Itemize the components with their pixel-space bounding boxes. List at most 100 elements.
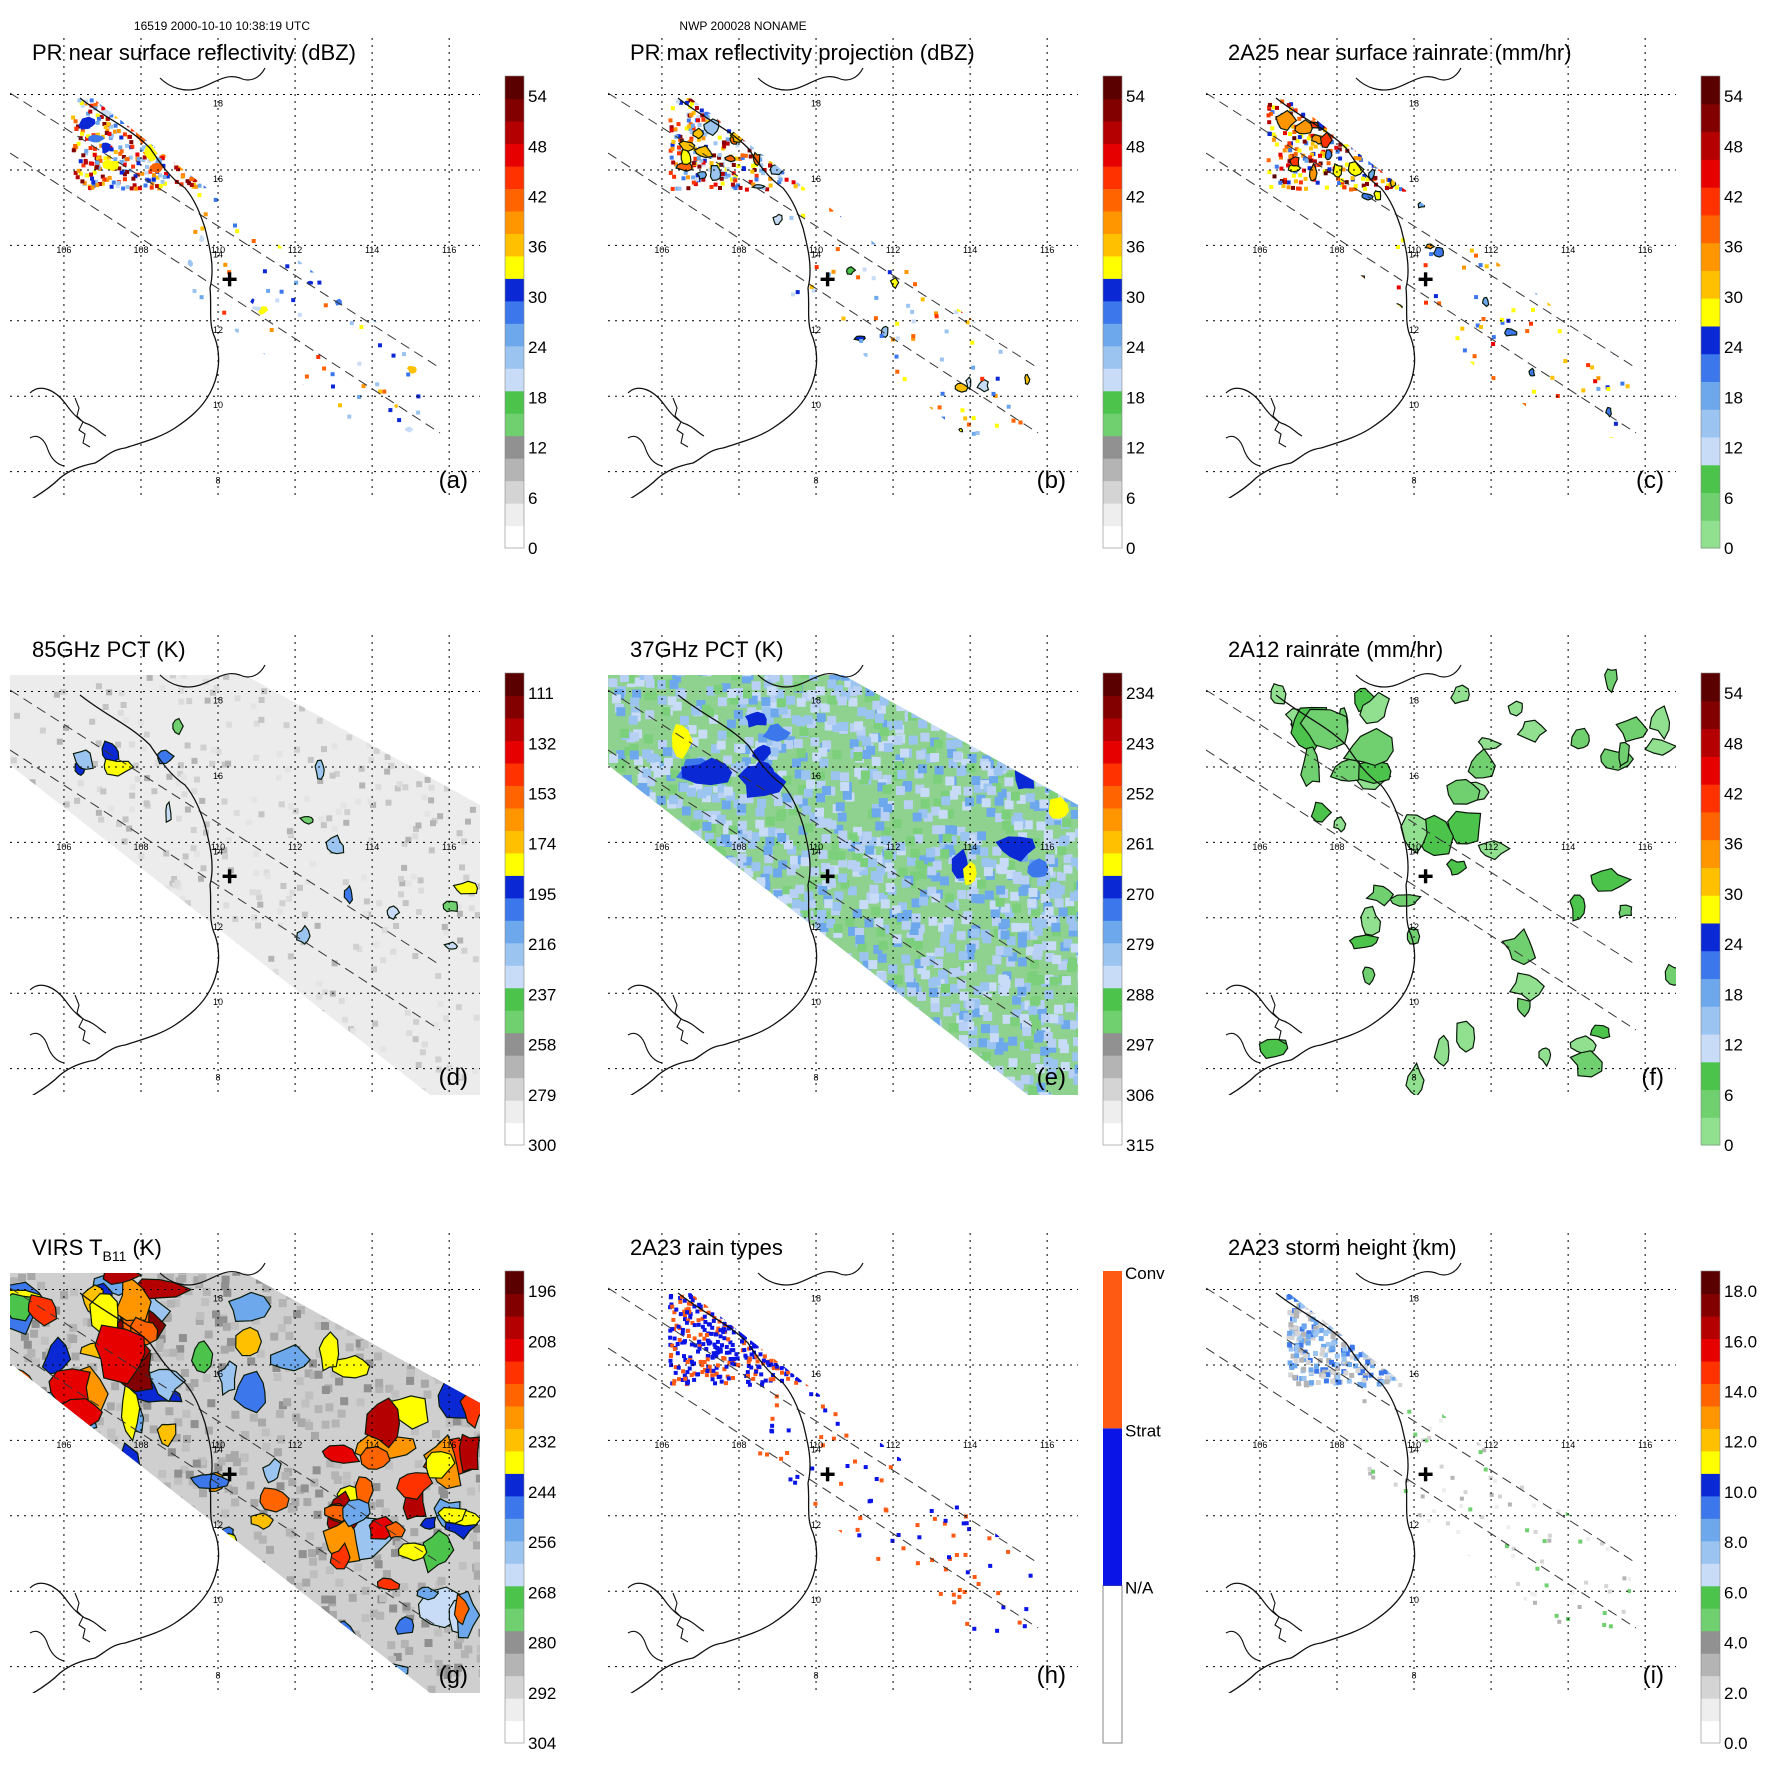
pixel <box>1380 148 1384 153</box>
pixel <box>1002 710 1012 720</box>
pixel <box>185 129 189 134</box>
pixel <box>840 879 850 889</box>
pixel <box>715 104 720 109</box>
pixel <box>766 123 771 128</box>
pixel <box>1008 952 1018 962</box>
pixel <box>929 1090 939 1095</box>
pixel <box>614 646 623 655</box>
colorbar-swatch <box>1103 233 1122 257</box>
pixel <box>443 180 447 184</box>
pixel <box>203 121 207 126</box>
pixel <box>735 995 745 1005</box>
pixel <box>998 922 1008 932</box>
pixel <box>1337 181 1341 186</box>
pixel <box>763 679 773 689</box>
pixel <box>803 180 808 185</box>
pixel <box>842 953 852 962</box>
pixel <box>224 192 229 197</box>
pixel <box>748 914 758 924</box>
pixel <box>1023 354 1028 359</box>
pixel <box>1378 150 1383 155</box>
pixel <box>979 1071 989 1081</box>
pixel <box>853 752 863 761</box>
rain-cell <box>769 132 784 146</box>
pixel <box>416 909 422 915</box>
pixel <box>732 1072 742 1082</box>
pixel <box>1402 135 1407 140</box>
pixel <box>839 971 849 980</box>
pixel <box>894 1037 904 1047</box>
pixel <box>833 928 843 938</box>
pixel <box>801 975 811 985</box>
pixel <box>739 695 749 705</box>
lon-tick-label: 106 <box>1252 842 1267 852</box>
pixel <box>356 946 363 953</box>
pixel <box>759 163 764 168</box>
pixel <box>956 931 966 941</box>
pixel <box>769 1053 779 1063</box>
pixel <box>119 1054 125 1061</box>
pixel <box>1274 164 1279 169</box>
pixel <box>719 963 728 973</box>
pixel <box>666 1051 676 1060</box>
panel-letter: (b) <box>1037 467 1066 494</box>
pixel <box>906 1029 916 1039</box>
pixel <box>615 846 625 856</box>
pixel <box>118 690 125 697</box>
pixel <box>249 889 256 896</box>
pixel <box>840 213 845 218</box>
pixel <box>144 170 149 175</box>
pixel <box>693 1009 703 1019</box>
pixel <box>679 100 683 105</box>
pixel <box>1056 871 1066 881</box>
pixel <box>828 172 833 177</box>
pixel <box>330 372 335 377</box>
pixel <box>827 695 837 705</box>
pixel <box>958 1035 968 1044</box>
pixel <box>751 99 756 104</box>
pixel <box>779 115 783 120</box>
pixel <box>781 162 785 167</box>
colorbar-swatch <box>505 1122 524 1146</box>
pixel <box>817 1078 827 1088</box>
pixel <box>147 133 152 138</box>
pixel <box>1044 866 1053 876</box>
rain-cell <box>1061 380 1073 388</box>
pixel <box>192 182 196 187</box>
pixel <box>145 991 152 998</box>
pixel <box>1267 170 1272 175</box>
colorbar-swatch <box>1701 270 1720 299</box>
pixel <box>1271 137 1276 142</box>
pixel <box>793 682 803 692</box>
pixel <box>722 1077 732 1087</box>
pixel <box>646 1024 656 1034</box>
pixel <box>1369 136 1374 140</box>
pixel <box>133 762 139 769</box>
pixel <box>613 1022 623 1032</box>
pixel <box>1009 738 1018 748</box>
pixel <box>963 911 973 921</box>
pixel <box>951 1089 961 1095</box>
colorbar-swatch <box>1701 1061 1720 1091</box>
pixel <box>73 1035 80 1042</box>
pixel <box>827 878 837 888</box>
pixel <box>992 1084 1002 1094</box>
pixel <box>222 310 227 315</box>
pixel <box>869 188 874 193</box>
rain-cell <box>407 365 417 374</box>
pixel <box>713 685 723 694</box>
pixel <box>113 157 118 162</box>
pixel <box>106 1066 113 1073</box>
pixel <box>806 899 816 909</box>
pixel <box>859 900 869 909</box>
pixel <box>88 146 93 150</box>
pixel <box>1640 426 1644 430</box>
pixel <box>842 661 851 670</box>
pixel <box>1328 106 1333 111</box>
pixel <box>794 168 799 173</box>
pixel <box>1370 152 1375 157</box>
pixel <box>1063 246 1067 250</box>
pixel <box>755 664 764 673</box>
pixel <box>96 786 103 793</box>
colorbar-tick-label: 300 <box>528 1136 556 1155</box>
